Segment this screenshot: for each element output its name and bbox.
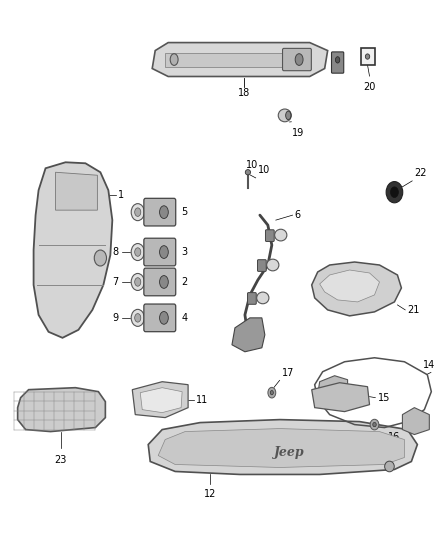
- Ellipse shape: [295, 54, 303, 66]
- Ellipse shape: [134, 248, 141, 256]
- Ellipse shape: [278, 109, 291, 122]
- Text: 8: 8: [112, 247, 118, 257]
- Text: 14: 14: [423, 360, 435, 370]
- Polygon shape: [158, 429, 404, 467]
- Text: 20: 20: [364, 83, 376, 93]
- FancyBboxPatch shape: [360, 48, 374, 65]
- Text: 7: 7: [112, 277, 118, 287]
- Text: 17: 17: [282, 368, 294, 378]
- Ellipse shape: [159, 276, 168, 288]
- Ellipse shape: [159, 206, 168, 219]
- Ellipse shape: [131, 204, 144, 221]
- Polygon shape: [132, 382, 188, 417]
- FancyBboxPatch shape: [144, 268, 176, 296]
- Ellipse shape: [131, 309, 144, 326]
- Ellipse shape: [391, 187, 399, 198]
- Ellipse shape: [373, 423, 376, 427]
- Text: Jeep: Jeep: [275, 446, 305, 459]
- Text: 15: 15: [378, 393, 390, 402]
- Polygon shape: [152, 43, 328, 77]
- FancyBboxPatch shape: [332, 52, 344, 73]
- Ellipse shape: [131, 273, 144, 290]
- Ellipse shape: [245, 169, 251, 175]
- Polygon shape: [56, 172, 97, 210]
- Polygon shape: [148, 419, 417, 474]
- Text: 2: 2: [181, 277, 187, 287]
- Ellipse shape: [134, 208, 141, 216]
- Ellipse shape: [370, 419, 379, 430]
- Text: 4: 4: [181, 313, 187, 323]
- Text: 23: 23: [54, 455, 67, 464]
- Ellipse shape: [170, 54, 178, 66]
- Ellipse shape: [286, 111, 291, 119]
- Text: 10: 10: [258, 165, 270, 175]
- FancyBboxPatch shape: [144, 304, 176, 332]
- FancyBboxPatch shape: [144, 238, 176, 266]
- Polygon shape: [34, 162, 112, 338]
- Text: 19: 19: [292, 128, 304, 139]
- Polygon shape: [403, 408, 429, 434]
- Ellipse shape: [270, 391, 273, 395]
- FancyBboxPatch shape: [258, 260, 266, 271]
- Polygon shape: [165, 53, 305, 67]
- Ellipse shape: [275, 229, 287, 241]
- Text: 11: 11: [196, 394, 208, 405]
- Text: 16: 16: [388, 432, 400, 441]
- Text: 3: 3: [181, 247, 187, 257]
- Ellipse shape: [385, 461, 394, 472]
- Ellipse shape: [159, 311, 168, 324]
- Polygon shape: [320, 270, 379, 302]
- Text: 9: 9: [112, 313, 118, 323]
- Ellipse shape: [257, 292, 269, 304]
- Text: 21: 21: [407, 305, 420, 315]
- Text: 5: 5: [181, 207, 187, 217]
- Polygon shape: [318, 376, 348, 400]
- FancyBboxPatch shape: [144, 198, 176, 226]
- Ellipse shape: [268, 387, 276, 398]
- Ellipse shape: [131, 244, 144, 261]
- Polygon shape: [312, 383, 370, 411]
- Text: 1: 1: [118, 190, 124, 200]
- FancyBboxPatch shape: [265, 230, 274, 241]
- Polygon shape: [312, 262, 401, 316]
- Ellipse shape: [94, 250, 106, 266]
- Ellipse shape: [159, 246, 168, 259]
- FancyBboxPatch shape: [283, 49, 311, 71]
- FancyBboxPatch shape: [247, 293, 256, 304]
- Ellipse shape: [267, 259, 279, 271]
- Text: 10: 10: [246, 160, 258, 170]
- Ellipse shape: [386, 182, 403, 203]
- Text: 12: 12: [204, 489, 216, 499]
- Text: 6: 6: [295, 210, 301, 220]
- Ellipse shape: [365, 54, 370, 59]
- Text: 18: 18: [238, 88, 250, 99]
- Text: 22: 22: [414, 168, 427, 178]
- Polygon shape: [18, 387, 106, 432]
- Ellipse shape: [134, 313, 141, 322]
- Ellipse shape: [336, 56, 340, 63]
- Ellipse shape: [134, 278, 141, 286]
- Polygon shape: [140, 387, 182, 413]
- Polygon shape: [232, 318, 265, 352]
